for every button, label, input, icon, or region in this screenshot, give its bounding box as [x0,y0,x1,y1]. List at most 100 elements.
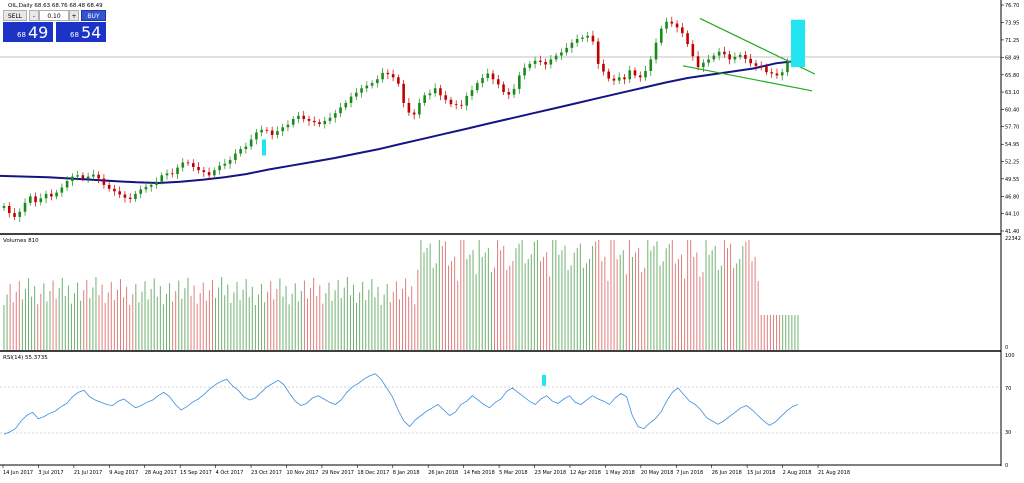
price-axis-tick-label: 54.95 [1005,142,1019,148]
candle-body [712,55,716,60]
candle-body [617,77,621,81]
candle-body [28,196,32,203]
price-axis-ticks: 76.70 73.95 71.25 68.49 65.80 63.10 60.40 57.70… [1001,3,1019,235]
time-axis-tick-label: 18 Dec 2017 [357,470,389,476]
candle-body [202,170,206,173]
time-axis-tick-label: 14 Jun 2017 [3,470,33,476]
time-axis-tick-label: 15 Jul 2018 [747,470,775,476]
candle-body [412,112,416,115]
candle-body [97,174,100,179]
price-axis-tick-label: 41.40 [1005,229,1019,235]
candle-body [612,78,616,81]
candle-body [376,79,379,84]
candle-body [623,77,626,80]
candle-body [207,172,211,176]
candle-body [586,35,589,38]
candle-body [428,93,432,96]
highlight-layer [262,19,805,386]
rsi-axis-tick-label: 70 [1005,386,1011,392]
candle-body [107,184,111,189]
candle-body [449,99,453,105]
candle-body [291,118,295,125]
sell-button[interactable]: SELL [3,10,27,21]
lot-decrease-button[interactable]: - [29,10,39,21]
time-axis-tick-label: 12 Apr 2018 [570,470,601,476]
candle-body [255,132,258,140]
lot-size-input[interactable]: 0.10 [39,10,69,21]
time-axis-tick-label: 28 Aug 2017 [145,470,177,476]
candle-body [55,192,58,197]
candle-body [349,96,353,103]
candle-body [765,66,768,73]
time-axis-tick-label: 21 Jul 2017 [74,470,102,476]
candle-body [486,73,490,78]
time-axis-tick-label: 1 May 2018 [605,470,634,476]
candle-body [249,139,253,147]
candle-body [602,63,605,72]
candle-body [149,184,153,187]
time-axis-ticks: 14 Jun 2017 3 Jul 2017 21 Jul 2017 9 Aug 20… [2,465,850,476]
time-axis-tick-label: 23 Oct 2017 [251,470,282,476]
candle-body [681,27,684,34]
lot-increase-button[interactable]: + [69,10,79,21]
candle-body [423,95,426,103]
candle-body [539,60,542,62]
time-axis-tick-label: 5 Mar 2018 [499,470,528,476]
moving-average-line [0,59,799,185]
candle-body [239,149,242,154]
buy-price-prefix: 68 [70,31,79,39]
price-axis-tick-label: 76.70 [1005,3,1019,9]
candle-body [638,75,642,78]
candle-body [723,51,726,55]
candle-body [92,174,95,177]
sell-price-button[interactable]: 68 49 [3,22,53,42]
candle-body [407,102,411,113]
buy-price-button[interactable]: 68 54 [56,22,106,42]
candle-body [13,213,16,217]
candle-body [18,211,22,217]
candle-body [607,71,611,79]
candle-body [218,165,221,171]
trendline [682,65,813,92]
candle-body [675,23,679,28]
candle-body [260,129,263,133]
candle-body [754,63,758,66]
price-axis-tick-label: 73.95 [1005,21,1019,27]
time-axis-tick-label: 10 Nov 2017 [286,470,318,476]
rsi-line [3,373,799,435]
volume-layer [3,240,799,350]
candle-body [749,58,752,64]
highlight-box-recent [791,19,805,68]
price-axis-tick-label: 68.49 [1005,56,1019,62]
time-axis-tick-label: 29 Nov 2017 [322,470,354,476]
candle-body [360,88,363,93]
buy-button[interactable]: BUY [81,10,106,21]
sell-price-prefix: 68 [17,31,26,39]
candle-body [276,131,279,135]
candle-body [786,62,789,73]
candle-body [197,166,200,171]
rsi-label: RSI(14) 55.3735 [3,355,48,361]
candle-body [691,44,695,57]
candle-body [544,61,547,65]
moving-average-layer [0,59,799,185]
candle-body [323,120,327,125]
candle-body [355,92,358,97]
candle-body [2,206,6,208]
candle-body [60,187,64,193]
candle-body [7,206,11,214]
candle-body [702,62,705,68]
candle-body [118,191,121,195]
candle-body [265,129,269,131]
candle-body [102,178,106,185]
highlight-box-early [262,139,266,156]
candle-body [286,124,290,128]
candle-body [186,162,190,164]
price-axis-tick-label: 65.80 [1005,73,1019,79]
volume-label: Volumes 810 [3,238,39,244]
time-axis-tick-label: 8 Jan 2018 [393,470,420,476]
candle-body [659,28,663,43]
candle-body [113,188,116,192]
candle-body [402,83,405,103]
